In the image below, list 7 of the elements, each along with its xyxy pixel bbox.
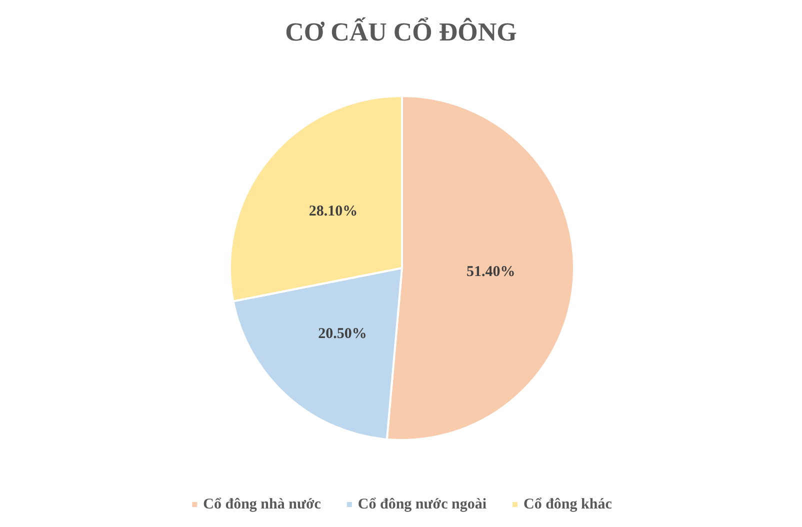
- legend-label: Cổ đông nhà nước: [203, 496, 322, 512]
- data-label: 20.50%: [318, 326, 367, 342]
- legend-label: Cổ đông nước ngoài: [358, 496, 486, 512]
- chart-title: CƠ CẤU CỔ ĐÔNG: [285, 16, 517, 46]
- data-label: 28.10%: [308, 203, 358, 220]
- legend-label: Cổ đông khác: [523, 496, 612, 512]
- data-label: 51.40%: [466, 264, 516, 280]
